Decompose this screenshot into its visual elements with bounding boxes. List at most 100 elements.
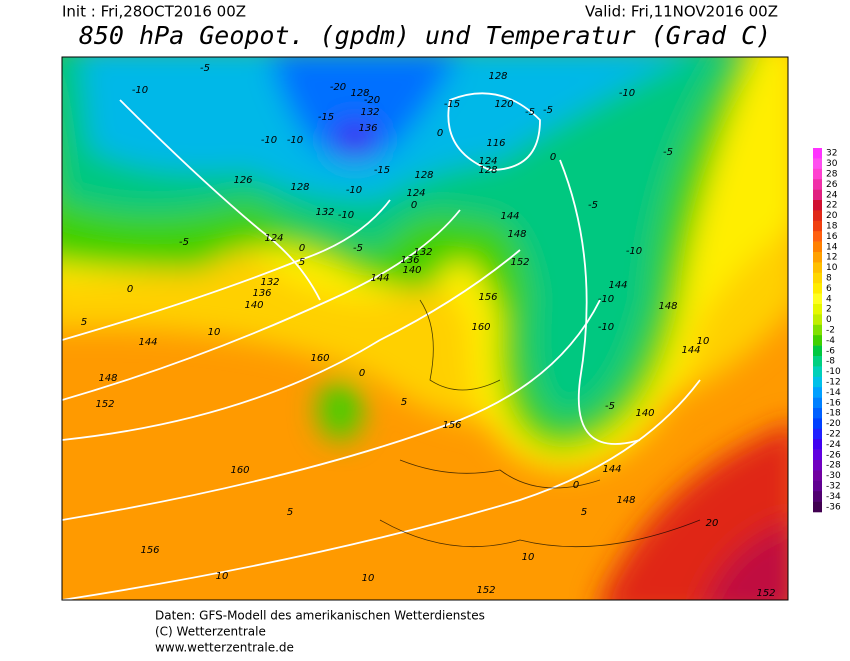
colorbar-swatch [813,428,822,440]
contour-label: -5 [588,200,598,211]
colorbar-label: 12 [826,253,837,263]
colorbar-label: 30 [826,159,838,169]
contour-label: 132 [360,107,379,118]
colorbar-label: -4 [826,336,835,346]
colorbar-label: 26 [826,180,838,190]
colorbar-swatch [813,231,822,242]
contour-label: 0 [359,368,365,379]
contour-label: 148 [507,229,526,240]
colorbar-label: -24 [826,440,841,450]
colorbar-label: 22 [826,201,837,211]
contour-label: 144 [608,280,627,291]
colorbar-label: -34 [826,492,841,502]
colorbar-label: -12 [826,378,841,388]
colorbar-swatch [813,397,822,409]
colorbar-label: -14 [826,388,841,398]
contour-label: 136 [400,255,419,266]
contour-label: 136 [252,288,271,299]
colorbar-swatch [813,480,822,492]
colorbar-swatch [813,304,822,315]
contour-label: -20 [330,82,346,93]
contour-label: -10 [132,85,148,96]
colorbar-label: -32 [826,482,841,492]
contour-label: -10 [338,210,354,221]
colorbar-swatch [813,470,822,482]
colorbar-label: -10 [826,367,841,377]
colorbar-label: 14 [826,242,838,252]
contour-label: 116 [486,138,505,149]
colorbar-label: -22 [826,430,841,440]
colorbar-label: 28 [826,170,838,180]
footer-copyright: (C) Wetterzentrale [155,625,266,639]
contour-label: -20 [364,95,380,106]
colorbar-label: 6 [826,284,832,294]
contour-label: 5 [287,507,293,518]
colorbar-swatch [813,460,822,471]
contour-label: 160 [310,353,329,364]
contour-label: 152 [756,588,775,599]
colorbar-label: 32 [826,149,837,159]
colorbar-label: -36 [826,502,841,512]
contour-label: 148 [616,495,635,506]
contour-label: 144 [370,273,389,284]
contour-label: 160 [471,322,490,333]
colorbar-label: 20 [826,211,838,221]
colorbar-swatch [813,356,822,367]
contour-label: -10 [598,294,614,305]
contour-label: 132 [260,277,279,288]
contour-label: -10 [346,185,362,196]
colorbar-label: 18 [826,222,838,232]
colorbar-swatch [813,501,822,513]
contour-label: -10 [598,322,614,333]
colorbar-swatch [813,168,822,180]
contour-label: -10 [261,135,277,146]
contour-label: -5 [543,105,553,116]
colorbar-swatch [813,439,822,450]
contour-label: 0 [127,284,133,295]
contour-label: 5 [401,397,407,408]
contour-label: 152 [95,399,114,410]
valid-time: Valid: Fri,11NOV2016 00Z [585,3,778,21]
contour-label: 128 [414,170,433,181]
colorbar-swatch [813,335,822,346]
footer-url: www.wetterzentrale.de [155,641,294,655]
colorbar-swatch [813,418,822,430]
contour-label: -10 [619,88,635,99]
contour-label: 140 [635,408,654,419]
colorbar-swatch [813,210,822,222]
colorbar-label: 2 [826,305,832,315]
contour-label: 0 [550,152,556,163]
contour-label: 10 [362,573,375,584]
colorbar-swatch [813,491,822,502]
colorbar-label: 10 [826,263,838,273]
contour-label: -10 [287,135,303,146]
contour-label: 124 [478,156,497,167]
colorbar-label: 8 [826,274,832,284]
contour-label: 156 [442,420,461,431]
contour-label: 5 [581,507,587,518]
colorbar-label: -30 [826,471,841,481]
contour-label: -15 [444,99,460,110]
contour-label: 128 [350,88,369,99]
colorbar-label: 0 [826,315,832,325]
colorbar-swatch [813,376,822,388]
colorbar-swatch [813,189,822,201]
contour-label: -10 [626,246,642,257]
contour-label: -5 [200,63,210,74]
contour-label: -5 [605,401,615,412]
colorbar-label: -20 [826,419,841,429]
contour-label: 128 [290,182,309,193]
colorbar-swatch [813,220,822,232]
contour-label: 10 [697,336,710,347]
colorbar-swatch [813,283,822,294]
contour-label: 132 [413,247,432,258]
colorbar-label: -28 [826,461,841,471]
colorbar-swatch [813,148,822,159]
contour-label: 0 [299,243,305,254]
contour-label: -15 [318,112,334,123]
map-title: 850 hPa Geopot. (gpdm) und Temperatur (G… [79,21,771,50]
contour-label: -5 [179,237,189,248]
contour-label: 128 [488,71,507,82]
contour-label: -5 [353,243,363,254]
contour-label: 144 [138,337,157,348]
